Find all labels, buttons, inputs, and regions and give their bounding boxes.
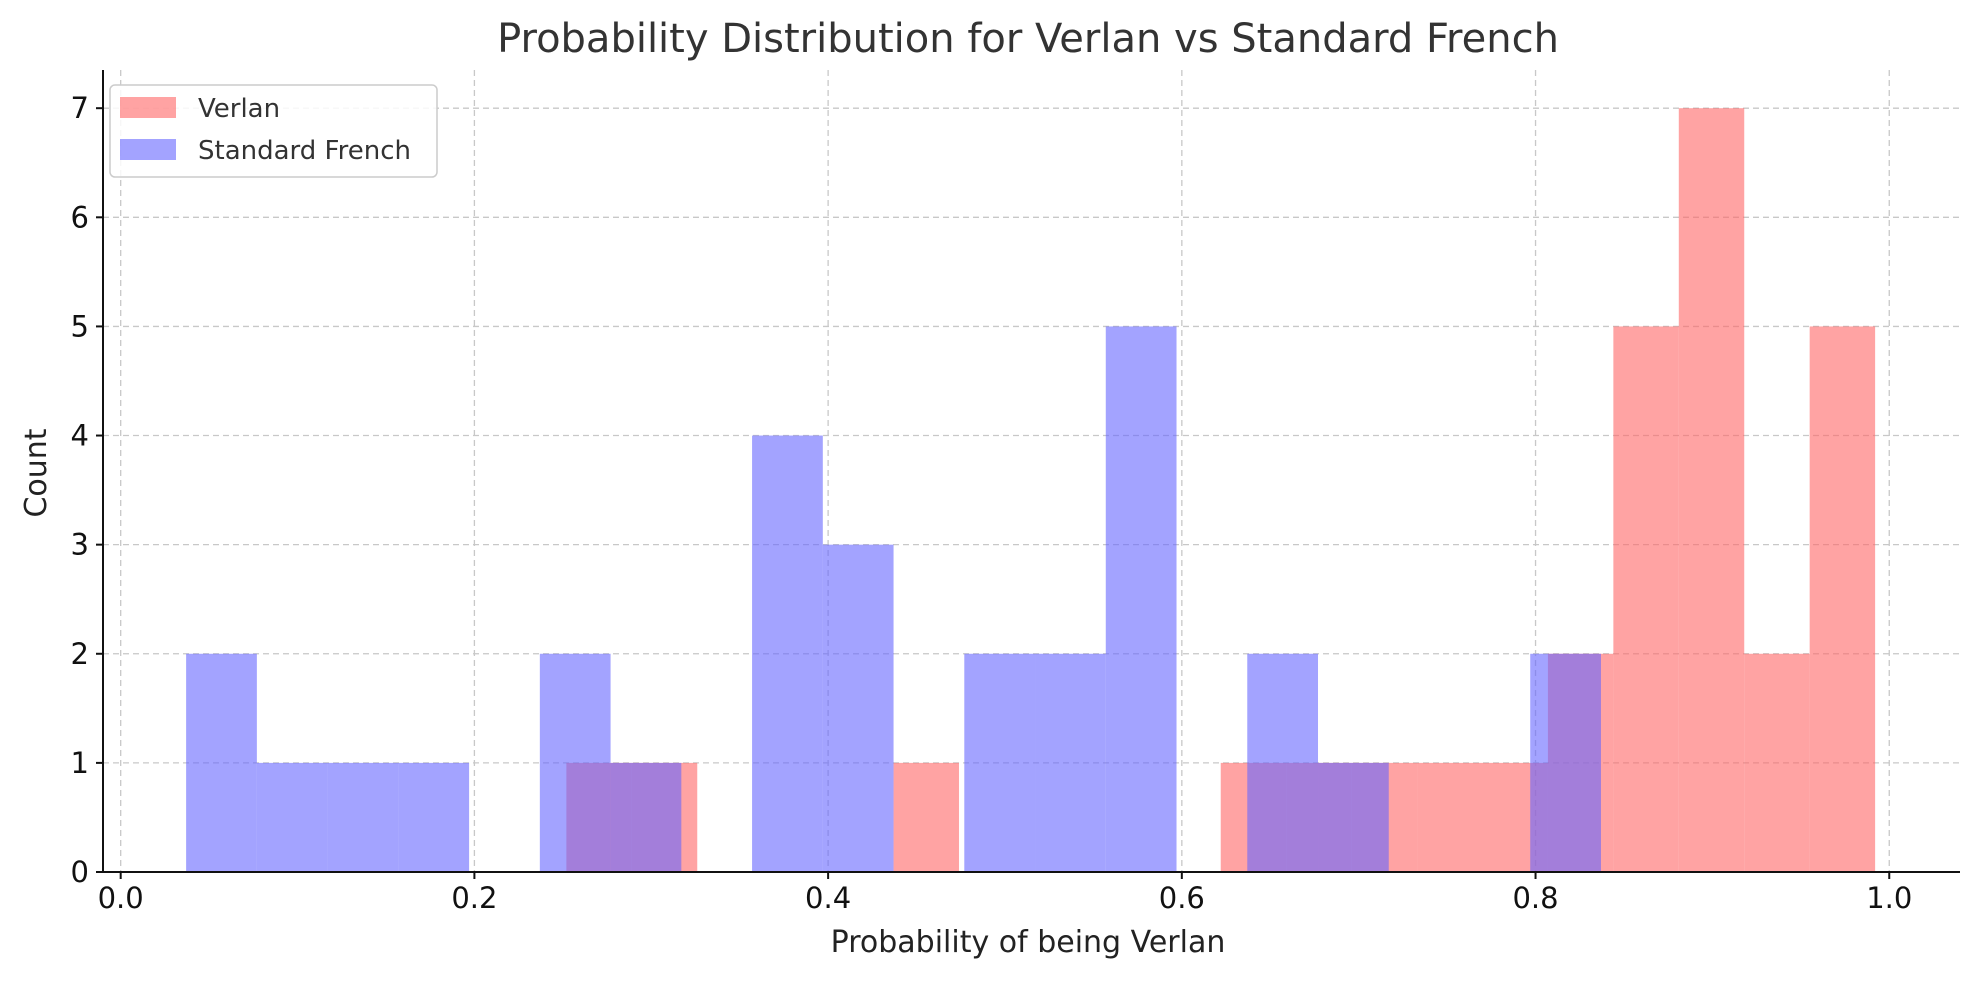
x-tick-label: 0.6: [1159, 881, 1205, 915]
axes: [102, 70, 1960, 873]
x-tick-label: 0.4: [805, 881, 851, 915]
y-tick-label: 7: [71, 91, 89, 125]
bar-standard-french: [256, 762, 328, 872]
bar-standard-french: [186, 653, 257, 872]
bar-standard-french: [822, 544, 894, 872]
bar-standard-french: [1247, 653, 1319, 872]
y-tick-label: 3: [71, 528, 89, 562]
bar-verlan: [1809, 326, 1876, 873]
bar-standard-french: [1105, 326, 1177, 873]
bar-standard-french: [752, 435, 823, 872]
grid-lines: [103, 70, 1960, 872]
y-tick-label: 2: [71, 637, 89, 671]
bar-standard-french: [610, 762, 682, 872]
x-tick-label: 0.0: [98, 881, 144, 915]
legend-frame: [109, 84, 438, 178]
legend: Verlan Standard French: [109, 84, 438, 178]
x-tick-label: 0.2: [451, 881, 497, 915]
histogram-bars: [186, 108, 1876, 873]
bar-standard-french: [539, 653, 611, 872]
bar-standard-french: [327, 762, 399, 872]
legend-swatch-standard-french: [120, 139, 176, 160]
bar-standard-french: [1035, 653, 1106, 872]
chart-title: Probability Distribution for Verlan vs S…: [497, 16, 1559, 62]
y-tick-label: 5: [71, 309, 89, 343]
bar-verlan: [1744, 653, 1810, 872]
bar-standard-french: [398, 762, 470, 872]
x-tick-label: 1.0: [1866, 881, 1912, 915]
y-axis-label: Count: [19, 428, 54, 517]
axis-ticks: 0.0 0.2 0.4 0.6 0.8 1.0 0 1 2 3 4 5 6 7: [71, 91, 1913, 915]
y-tick-label: 0: [71, 855, 89, 889]
bar-standard-french: [1318, 762, 1389, 872]
legend-label-verlan: Verlan: [198, 94, 280, 124]
legend-label-standard-french: Standard French: [198, 136, 411, 166]
legend-swatch-verlan: [120, 97, 176, 118]
bar-verlan: [1417, 762, 1483, 872]
x-tick-label: 0.8: [1512, 881, 1558, 915]
bar-verlan: [893, 762, 959, 872]
x-axis-label: Probability of being Verlan: [831, 925, 1226, 960]
bar-verlan: [1613, 326, 1679, 873]
y-tick-label: 1: [71, 746, 89, 780]
y-tick-label: 4: [71, 419, 89, 453]
bar-verlan: [1678, 108, 1745, 872]
bar-standard-french: [964, 653, 1036, 872]
bar-standard-french: [1530, 653, 1601, 872]
y-tick-label: 6: [71, 200, 89, 234]
